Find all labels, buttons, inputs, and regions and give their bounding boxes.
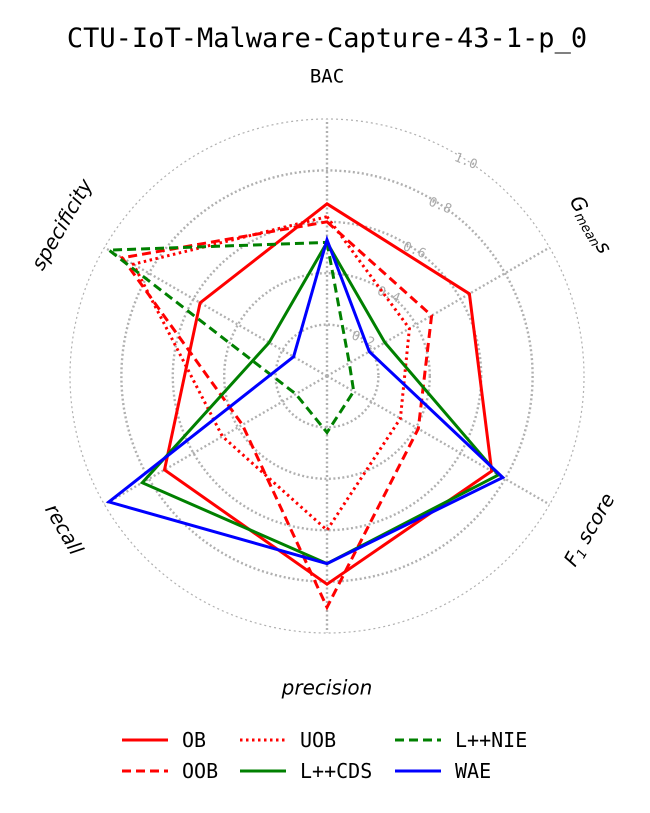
- axis-labels: BAC Gmeans F1 score precision recall specific…: [26, 66, 621, 700]
- spoke-3: [326, 374, 551, 506]
- chart-title: CTU-IoT-Malware-Capture-43-1-p_0: [67, 23, 587, 54]
- legend-label: UOB: [300, 728, 336, 752]
- axis-label-4: precision: [281, 676, 373, 700]
- grid-circle-2: [222, 272, 432, 481]
- radial-tick-label: 0.8: [426, 195, 453, 218]
- grid-circle-4: [120, 169, 534, 583]
- legend-label: L++NIE: [455, 728, 527, 752]
- grid-layer: [69, 118, 585, 634]
- radial-tick-labels: 0.20.40.60.81.0: [349, 150, 479, 351]
- spoke-2: [326, 246, 551, 378]
- series-line-ob: [162, 201, 494, 587]
- legend-label: OB: [182, 728, 206, 752]
- axis-label-6: specificity: [26, 173, 98, 274]
- radial-tick-label: 1.0: [452, 150, 479, 173]
- legend: OB OOB UOB L++CDS L++NIE WAE: [122, 728, 527, 783]
- axis-label-3: F1 score: [558, 488, 621, 571]
- series-line-uob: [131, 215, 411, 533]
- series-line-wae: [105, 235, 506, 566]
- axis-label-5: recall: [40, 499, 88, 559]
- legend-label: L++CDS: [300, 759, 372, 783]
- spoke-5: [103, 374, 328, 506]
- series-line-oob: [119, 220, 434, 611]
- axis-label-2: Gmeans: [563, 191, 617, 258]
- grid-circle-1: [274, 323, 380, 429]
- series-layer: [104, 201, 506, 611]
- series-line-lppcds: [139, 239, 501, 566]
- legend-label: OOB: [182, 759, 218, 783]
- legend-label: WAE: [455, 759, 491, 783]
- series-line-lppnie: [104, 240, 356, 436]
- axis-label-1: BAC: [310, 66, 344, 88]
